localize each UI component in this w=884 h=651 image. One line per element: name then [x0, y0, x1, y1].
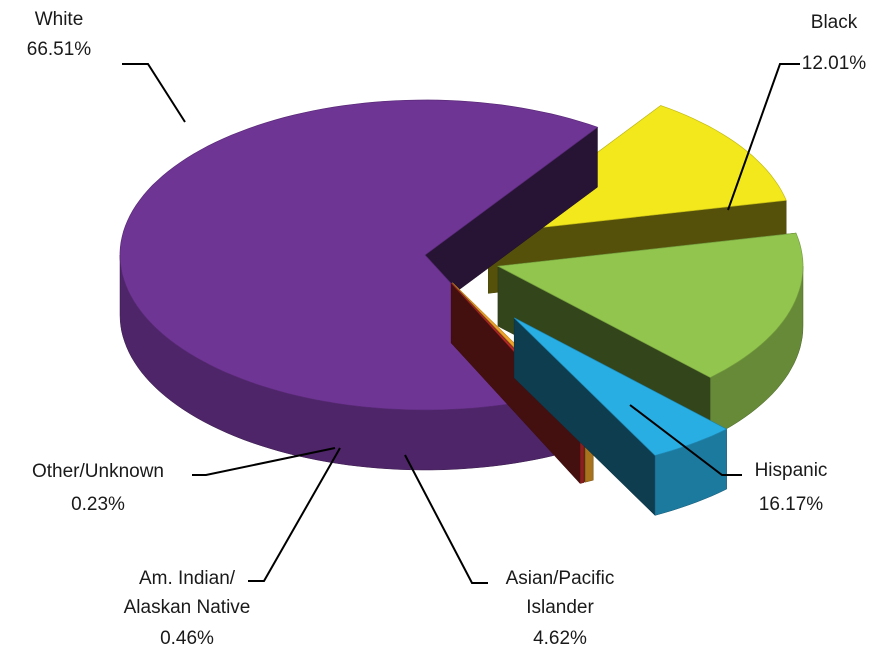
leader-line-hispanic — [629, 404, 742, 476]
label-other-pct: 0.23% — [71, 494, 125, 515]
leader-lines — [122, 63, 800, 584]
label-white-name: White — [35, 9, 84, 30]
slice-asian-pacific-islander-top — [513, 317, 728, 456]
label-hispanic-pct: 16.17% — [759, 494, 824, 515]
label-asian-name-line1: Asian/Pacific — [506, 568, 615, 589]
label-amindian-name-line2: Alaskan Native — [124, 597, 251, 618]
label-hispanic-name: Hispanic — [755, 460, 828, 481]
leader-line-black — [727, 63, 800, 211]
label-asian-name-line2: Islander — [526, 597, 594, 618]
leader-line-other — [192, 447, 336, 476]
data-labels: White 66.51% Black 12.01% Hispanic 16.17… — [27, 9, 867, 649]
label-amindian-name-line1: Am. Indian/ — [139, 568, 236, 589]
label-amindian-pct: 0.46% — [160, 628, 214, 649]
slice-faces — [119, 99, 804, 516]
label-asian-pct: 4.62% — [533, 628, 587, 649]
label-black-pct: 12.01% — [802, 53, 867, 74]
label-other-name: Other/Unknown — [32, 461, 164, 482]
slice-hispanic-top — [496, 232, 804, 378]
leader-line-asian — [404, 454, 488, 584]
leader-line-white — [122, 63, 186, 123]
label-white-pct: 66.51% — [27, 39, 92, 60]
leader-line-amindian — [248, 447, 341, 582]
label-black-name: Black — [811, 12, 858, 33]
